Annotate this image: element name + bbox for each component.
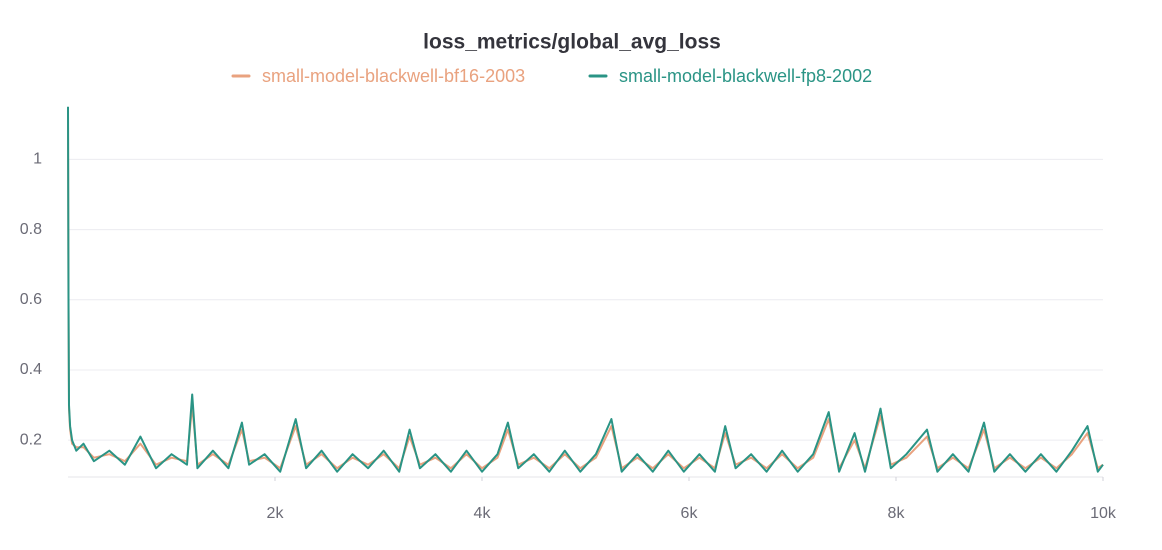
- series-line: [67, 110, 1104, 470]
- y-tick-label: 1: [33, 151, 42, 168]
- series-line: [67, 106, 1104, 473]
- y-tick-label: 0.2: [20, 431, 42, 448]
- legend-label: small-model-blackwell-fp8-2002: [619, 66, 872, 86]
- legend-label: small-model-blackwell-bf16-2003: [262, 66, 525, 86]
- y-tick-label: 0.6: [20, 291, 42, 308]
- x-tick-label: 4k: [474, 505, 492, 522]
- x-tick-label: 6k: [681, 505, 699, 522]
- x-tick-label: 2k: [267, 505, 285, 522]
- x-tick-label: 10k: [1090, 505, 1117, 522]
- y-tick-label: 0.4: [20, 361, 42, 378]
- y-tick-label: 0.8: [20, 221, 42, 238]
- chart-title: loss_metrics/global_avg_loss: [423, 31, 721, 54]
- x-tick-label: 8k: [888, 505, 906, 522]
- legend: small-model-blackwell-bf16-2003 small-mod…: [231, 66, 872, 86]
